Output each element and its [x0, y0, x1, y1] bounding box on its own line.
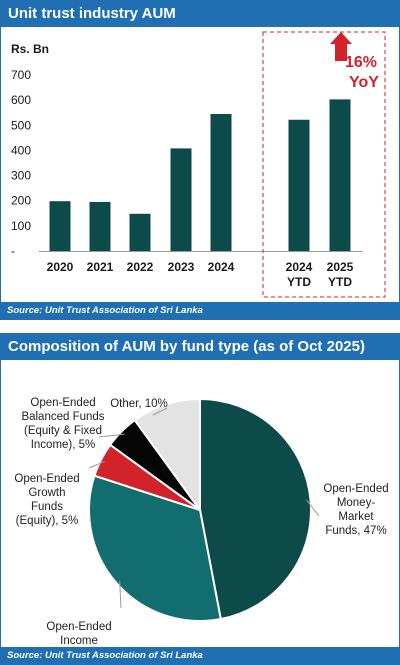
leader-line — [88, 460, 105, 469]
x-tick-label: YTD — [287, 275, 311, 289]
pie-slice-label: Open-Ended — [46, 621, 111, 633]
bar — [288, 119, 310, 251]
leader-line — [98, 433, 125, 438]
pie-slice-label: Funds, 47% — [325, 525, 386, 537]
ytd-highlight-box — [262, 31, 386, 298]
bar — [129, 213, 151, 251]
bar — [329, 99, 351, 251]
x-tick-label: 2025 — [327, 260, 354, 274]
y-tick-label: - — [11, 244, 15, 258]
pie-slice — [133, 397, 201, 514]
pie-chart-source: Source: Unit Trust Association of Sri La… — [1, 647, 399, 664]
y-tick-label: 200 — [11, 194, 31, 208]
up-arrow-icon — [330, 32, 352, 61]
x-tick-label: 2024 — [286, 260, 313, 274]
pie-slice-label: Growth — [28, 487, 65, 499]
pie-slice-label: (Equity & Fixed — [24, 425, 102, 437]
x-tick-label: 2024 — [208, 260, 235, 274]
pie-slice-label: Funds — [31, 501, 63, 513]
pie-slice-label: Other, 10% — [110, 398, 168, 410]
pie-slice-label: Open-Ended — [30, 397, 95, 409]
bar — [210, 113, 232, 251]
y-axis-label: Rs. Bn — [11, 42, 49, 56]
pie-slice-label: Open-Ended — [323, 483, 388, 495]
y-tick-label: 400 — [11, 143, 31, 157]
pie-slice-label: Open-Ended — [14, 473, 79, 485]
aum-composition-pie-chart: Open-Ended Money- Market Funds, 47% Open-End… — [14, 397, 388, 647]
x-tick-label: 2021 — [87, 260, 114, 274]
pie-slice-label: Money- — [337, 497, 376, 509]
aum-composition-panel: Composition of AUM by fund type (as of O… — [0, 333, 400, 665]
bar — [49, 201, 71, 251]
y-tick-label: 500 — [11, 118, 31, 132]
y-tick-label: 600 — [11, 93, 31, 107]
pie-chart-title: Composition of AUM by fund type (as of O… — [1, 334, 399, 360]
leader-line — [152, 407, 168, 416]
bar — [89, 201, 111, 251]
yoy-growth-value: 16% — [345, 54, 377, 71]
bar — [170, 148, 192, 251]
pie-slice-label: Market — [338, 511, 374, 523]
y-tick-label: 300 — [11, 169, 31, 183]
leader-line — [306, 499, 320, 517]
pie-slice-label: (Equity), 5% — [16, 515, 79, 527]
x-tick-label: 2020 — [47, 260, 74, 274]
yoy-growth-label: YoY — [349, 74, 379, 91]
x-tick-label: 2022 — [127, 260, 154, 274]
pie-slice-label: Income — [60, 635, 98, 647]
x-tick-label: YTD — [328, 275, 352, 289]
pie-slice-label: Income), 5% — [31, 439, 96, 451]
leader-line — [119, 580, 122, 609]
y-tick-label: 100 — [11, 219, 31, 233]
pie-slice — [199, 397, 312, 621]
y-tick-label: 700 — [11, 68, 31, 82]
aum-bar-chart-panel: Unit trust industry AUM Rs. Bn - 100 200 300… — [0, 0, 400, 320]
bar-chart-source: Source: Unit Trust Association of Sri La… — [1, 302, 399, 319]
pie-slice — [88, 474, 222, 622]
x-tick-label: 2023 — [168, 260, 195, 274]
aum-bar-chart: Rs. Bn - 100 200 300 400 500 600 700 2020 2021 2022… — [11, 31, 386, 298]
bar-chart-title: Unit trust industry AUM — [1, 1, 399, 27]
pie-slice-label: Balanced Funds — [21, 411, 104, 423]
